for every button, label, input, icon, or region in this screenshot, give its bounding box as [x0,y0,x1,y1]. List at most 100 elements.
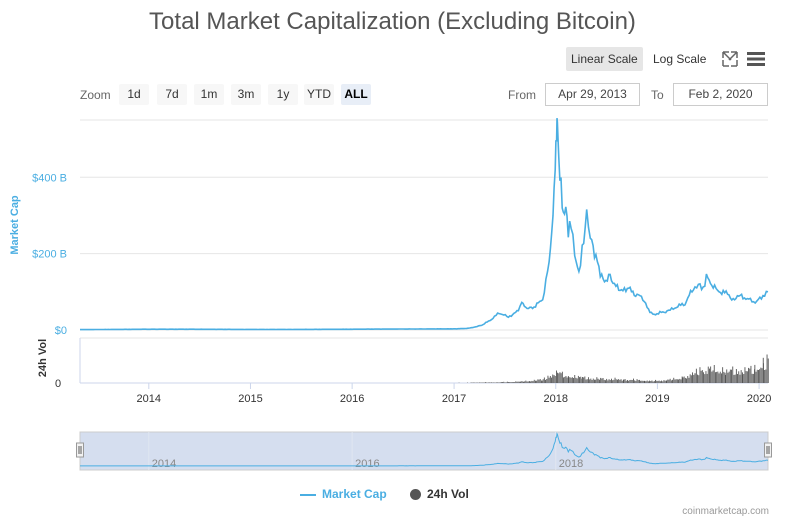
navigator-handle-right[interactable] [764,442,772,458]
volume-bar [663,380,665,383]
volume-bar [505,382,507,383]
volume-bar [517,381,519,383]
volume-bar [574,375,576,383]
volume-bar [545,379,546,383]
volume-bar [573,378,574,383]
volume-bar [569,377,571,383]
volume-bar [680,379,682,383]
volume-bar [644,380,646,383]
volume-bar [571,377,573,383]
y-tick-label: $200 B [32,249,67,261]
volume-bar [620,379,622,383]
volume-bar [674,379,676,383]
volume-bar [707,366,709,383]
volume-bar [728,371,730,383]
volume-tick-label: 0 [55,378,61,390]
volume-bar [733,374,735,383]
legend-label-volume: 24h Vol [427,487,469,501]
volume-bar [470,382,472,383]
range-to-input[interactable]: Feb 2, 2020 [673,83,768,106]
chart-title: Total Market Capitalization (Excluding B… [149,8,636,35]
log-scale-button[interactable]: Log Scale [653,52,707,66]
volume-bar [599,379,600,383]
volume-bar [541,380,542,383]
zoom-button-7d[interactable]: 7d [157,84,187,105]
volume-bar [524,381,526,383]
volume-bar [549,376,551,383]
legend-item-volume[interactable]: 24h Vol [410,487,469,501]
zoom-button-1m[interactable]: 1m [194,84,224,105]
volume-bar [724,372,726,383]
volume-bar [512,382,514,383]
volume-bar [498,382,500,383]
range-from-input[interactable]: Apr 29, 2013 [545,83,640,106]
zoom-button-ytd[interactable]: YTD [304,84,334,105]
volume-bar [531,380,533,383]
volume-bar [602,378,604,383]
volume-bar [761,368,763,383]
volume-bar [656,380,658,383]
zoom-button-1y[interactable]: 1y [268,84,298,105]
volume-bar [723,371,725,383]
volume-bar [641,380,643,383]
volume-bar [482,382,484,383]
volume-bar [589,379,591,383]
volume-bar [557,372,558,383]
volume-bar [595,379,597,383]
volume-bar [758,370,759,383]
volume-bar [763,363,764,383]
navigator-series-line [80,432,769,467]
volume-bar [731,369,732,383]
volume-bar [643,381,645,383]
volume-bar [642,380,644,383]
volume-bar [649,380,650,383]
volume-bar [764,370,766,383]
volume-bar [485,382,486,383]
volume-bar [556,370,557,383]
volume-bar [672,379,673,383]
volume-bar [693,374,695,383]
volume-bar [737,374,738,383]
volume-bar [623,379,625,383]
legend-label-market-cap: Market Cap [322,487,387,501]
volume-bar [630,379,632,383]
y-tick-label: $400 B [32,172,67,184]
zoom-button-3m[interactable]: 3m [231,84,261,105]
zoom-button-all[interactable]: ALL [341,84,371,105]
volume-bar [481,382,483,383]
volume-bar [653,381,655,383]
navigator-handle-left[interactable] [76,442,84,458]
volume-bar [760,367,762,383]
volume-bar [590,378,592,383]
range-to-label: To [651,88,664,102]
volume-bar [673,377,675,383]
legend-item-market-cap[interactable]: Market Cap [300,487,387,501]
volume-bar [695,368,697,383]
volume-bar [614,377,616,383]
volume-bar [606,378,608,383]
volume-bar [502,382,503,383]
volume-bar [759,369,761,383]
volume-bar [570,377,572,383]
expand-icon[interactable] [722,51,738,67]
zoom-button-1d[interactable]: 1d [119,84,149,105]
volume-bar [682,377,684,383]
x-tick-label: 2018 [544,393,568,405]
volume-bar [603,379,605,383]
credits-link[interactable]: coinmarketcap.com [682,506,769,517]
volume-bar [508,382,509,383]
volume-bar [537,379,539,383]
hamburger-icon[interactable] [747,52,765,66]
volume-bar [582,377,583,383]
volume-bar [629,380,631,383]
volume-bar [496,382,497,383]
volume-bar [690,375,692,383]
linear-scale-button[interactable]: Linear Scale [566,47,643,71]
volume-bar [667,379,669,383]
volume-bar [700,370,702,383]
volume-bar [488,382,490,383]
volume-bar [609,380,611,383]
volume-bar [627,380,628,383]
volume-bar [618,379,620,383]
